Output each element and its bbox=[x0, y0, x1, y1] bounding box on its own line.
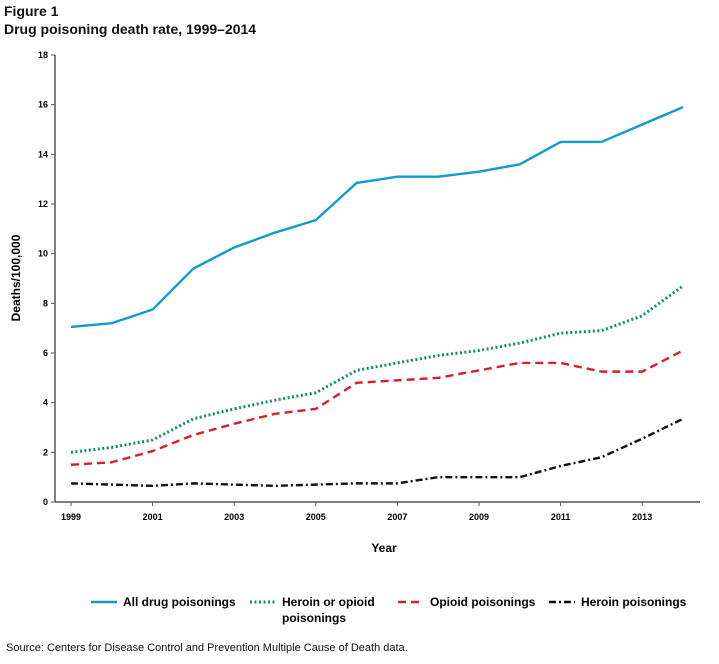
x-tick-label: 2011 bbox=[551, 512, 571, 522]
y-tick-label: 10 bbox=[38, 249, 48, 259]
y-axis-label: Deaths/100,000 bbox=[9, 234, 23, 321]
y-tick-label: 0 bbox=[43, 497, 48, 507]
y-tick-label: 4 bbox=[43, 398, 48, 408]
legend-label: Heroin or opioid poisonings bbox=[282, 595, 375, 625]
y-tick-label: 16 bbox=[38, 100, 48, 110]
legend-item: Heroin or opioid poisonings bbox=[250, 595, 375, 625]
series-line-3 bbox=[70, 417, 684, 488]
legend: All drug poisonings Heroin or opioid poiso… bbox=[91, 595, 687, 625]
y-tick-label: 18 bbox=[38, 50, 48, 60]
chart-title: Drug poisoning death rate, 1999–2014 bbox=[4, 21, 257, 37]
y-tick-label: 8 bbox=[43, 298, 48, 308]
y-tick-label: 12 bbox=[38, 199, 48, 209]
x-tick-label: 2003 bbox=[224, 512, 244, 522]
x-tick-label: 2001 bbox=[143, 512, 163, 522]
y-tick-label: 6 bbox=[43, 348, 48, 358]
line-chart: 0 2 4 6 8 10 12 14 16 18 1999 2001 2003 2005 2007 2009 2… bbox=[9, 50, 700, 625]
x-tick-label: 2005 bbox=[306, 512, 326, 522]
legend-item: All drug poisonings bbox=[91, 595, 236, 609]
legend-item: Opioid poisonings bbox=[398, 595, 536, 609]
series-line-2 bbox=[70, 349, 684, 466]
x-tick-label: 2013 bbox=[632, 512, 652, 522]
series-line-0 bbox=[70, 106, 684, 329]
legend-item: Heroin poisonings bbox=[549, 595, 687, 609]
source-note: Source: Centers for Disease Control and … bbox=[6, 642, 408, 654]
x-tick-label: 1999 bbox=[61, 512, 81, 522]
series-line-1 bbox=[70, 284, 684, 454]
y-tick-label: 2 bbox=[43, 447, 48, 457]
legend-label: All drug poisonings bbox=[123, 595, 236, 609]
y-tick-label: 14 bbox=[38, 149, 48, 159]
x-axis-label: Year bbox=[371, 541, 397, 555]
figure-label: Figure 1 bbox=[4, 3, 59, 19]
legend-label: Heroin poisonings bbox=[581, 595, 687, 609]
x-tick-label: 2009 bbox=[469, 512, 489, 522]
x-tick-label: 2007 bbox=[387, 512, 407, 522]
legend-label: Opioid poisonings bbox=[430, 595, 536, 609]
